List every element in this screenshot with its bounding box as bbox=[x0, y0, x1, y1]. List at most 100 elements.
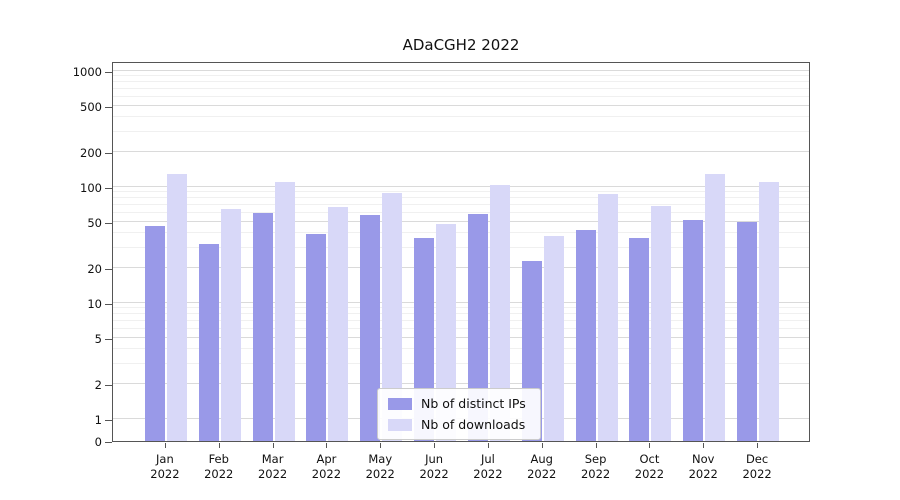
ytick-mark-10 bbox=[105, 304, 112, 305]
xtick-label-year: 2022 bbox=[580, 467, 611, 481]
bar-downloads-jan bbox=[166, 173, 187, 441]
ytick-label-0: 0 bbox=[94, 435, 102, 449]
xtick-label-oct: Oct 2022 bbox=[617, 452, 681, 482]
xtick-label-month: May bbox=[368, 452, 393, 466]
legend-row-ips: Nb of distinct IPs bbox=[388, 396, 526, 411]
ytick-label-1: 1 bbox=[94, 413, 102, 427]
xtick-label-month: Jul bbox=[480, 452, 495, 466]
gridline-minor bbox=[113, 87, 809, 89]
gridline-major bbox=[113, 220, 809, 222]
gridline-minor bbox=[113, 348, 809, 350]
gridline-minor bbox=[113, 95, 809, 97]
xtick-label-year: 2022 bbox=[634, 467, 665, 481]
ytick-label-20: 20 bbox=[87, 262, 102, 277]
gridline-major bbox=[113, 383, 809, 385]
ytick-mark-500 bbox=[105, 106, 112, 108]
xtick-label-sep: Sep 2022 bbox=[564, 452, 628, 482]
xtick-label-jul: Jul 2022 bbox=[456, 452, 520, 482]
bar-ips-may bbox=[360, 215, 381, 441]
gridline-major bbox=[113, 70, 809, 71]
xtick-label-jan: Jan 2022 bbox=[133, 452, 197, 482]
xtick-label-year: 2022 bbox=[473, 467, 503, 481]
xtick-label-month: Jan bbox=[156, 452, 174, 466]
xtick-label-apr: Apr 2022 bbox=[294, 452, 358, 482]
xtick-label-jun: Jun 2022 bbox=[402, 452, 466, 482]
xtick-label-mar: Mar 2022 bbox=[241, 452, 305, 482]
gridline-major bbox=[113, 302, 809, 303]
xtick-mark-nov bbox=[703, 443, 705, 448]
ytick-label-2: 2 bbox=[94, 378, 102, 393]
bar-ips-apr bbox=[306, 234, 327, 441]
xtick-mark-oct bbox=[649, 443, 651, 448]
gridline-minor bbox=[113, 130, 809, 132]
ytick-mark-100 bbox=[105, 188, 112, 189]
bar-ips-jul bbox=[467, 214, 488, 441]
xtick-mark-dec bbox=[757, 443, 759, 448]
gridline-minor bbox=[113, 319, 809, 321]
ytick-label-100: 100 bbox=[80, 181, 102, 195]
xtick-label-may: May 2022 bbox=[348, 452, 412, 482]
xtick-label-month: Apr bbox=[316, 452, 337, 466]
bar-downloads-nov bbox=[705, 173, 726, 441]
bar-ips-feb bbox=[198, 244, 219, 441]
ytick-mark-5 bbox=[105, 338, 112, 340]
gridline-major bbox=[113, 151, 809, 153]
legend-swatch-ips bbox=[388, 397, 412, 410]
xtick-label-year: 2022 bbox=[419, 467, 449, 481]
bar-ips-dec bbox=[737, 221, 758, 441]
legend-label-downloads: Nb of downloads bbox=[421, 417, 526, 432]
xtick-label-year: 2022 bbox=[204, 467, 234, 481]
xtick-label-year: 2022 bbox=[688, 467, 718, 481]
bar-downloads-feb bbox=[220, 208, 241, 441]
bar-downloads-oct bbox=[651, 205, 672, 441]
xtick-label-year: 2022 bbox=[742, 467, 772, 481]
xtick-label-year: 2022 bbox=[257, 467, 288, 481]
xtick-mark-apr bbox=[326, 443, 328, 448]
ytick-label-200: 200 bbox=[80, 146, 102, 161]
bar-ips-oct bbox=[629, 238, 650, 441]
gridline-minor bbox=[113, 313, 809, 315]
gridline-major bbox=[113, 267, 809, 269]
xtick-mark-jul bbox=[487, 443, 489, 448]
xtick-mark-may bbox=[380, 443, 382, 448]
gridline-major bbox=[113, 104, 809, 106]
bar-ips-mar bbox=[252, 212, 273, 441]
gridline-minor bbox=[113, 197, 809, 199]
bar-downloads-jun bbox=[436, 223, 457, 441]
bar-downloads-apr bbox=[328, 207, 349, 441]
xtick-label-month: Oct bbox=[639, 452, 660, 466]
xtick-label-month: Sep bbox=[584, 452, 607, 466]
bar-downloads-dec bbox=[759, 182, 780, 441]
bar-downloads-sep bbox=[597, 194, 618, 441]
gridline-minor bbox=[113, 75, 809, 77]
xtick-label-month: Nov bbox=[692, 452, 715, 466]
xtick-label-year: 2022 bbox=[311, 467, 342, 481]
xtick-mark-jan bbox=[164, 443, 166, 448]
gridline-minor bbox=[113, 211, 809, 213]
gridline-minor bbox=[113, 116, 809, 118]
ytick-label-10: 10 bbox=[87, 297, 102, 311]
ytick-label-50: 50 bbox=[87, 215, 102, 230]
gridline-minor bbox=[113, 327, 809, 329]
gridline-minor bbox=[113, 362, 809, 364]
gridline-minor bbox=[113, 203, 809, 205]
bar-downloads-may bbox=[382, 193, 403, 441]
xtick-mark-jun bbox=[434, 443, 436, 448]
bar-downloads-jul bbox=[489, 184, 510, 441]
legend-row-downloads: Nb of downloads bbox=[388, 417, 526, 432]
ytick-label-500: 500 bbox=[80, 99, 102, 114]
xtick-label-month: Mar bbox=[261, 452, 284, 466]
xtick-label-year: 2022 bbox=[365, 467, 395, 481]
xtick-label-nov: Nov 2022 bbox=[671, 452, 735, 482]
xtick-label-year: 2022 bbox=[527, 467, 557, 481]
ytick-mark-1 bbox=[105, 420, 112, 421]
xtick-label-month: Aug bbox=[530, 452, 553, 466]
xtick-label-dec: Dec 2022 bbox=[725, 452, 789, 482]
xtick-mark-feb bbox=[218, 443, 220, 448]
xtick-mark-sep bbox=[595, 443, 597, 448]
xtick-label-month: Feb bbox=[208, 452, 229, 466]
legend: Nb of distinct IPs Nb of downloads bbox=[377, 388, 541, 440]
gridline-minor bbox=[113, 81, 809, 83]
ytick-label-5: 5 bbox=[94, 331, 102, 346]
